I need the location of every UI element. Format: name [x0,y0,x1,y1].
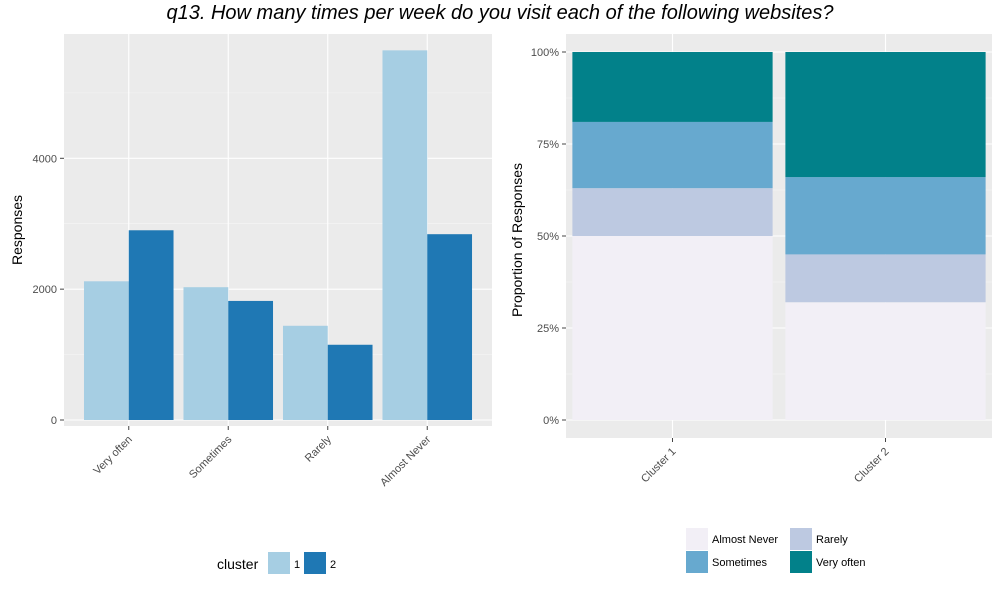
legend-label: 2 [330,559,336,571]
legend-title: cluster [217,556,259,572]
legend-label: Sometimes [712,557,768,569]
legend-swatch [686,528,708,550]
bar-segment-rarely [572,188,773,236]
y-tick-label: 50% [537,231,559,243]
legend-swatch [790,551,812,573]
legend-swatch [268,552,290,574]
y-tick-label: 75% [537,139,559,151]
bar-segment-almost-never [572,236,773,420]
x-tick-label: Very often [91,434,135,478]
bar-segment-sometimes [785,177,986,255]
legend-swatch [686,551,708,573]
y-axis-label: Proportion of Responses [509,163,525,317]
y-tick-label: 0% [543,415,559,427]
y-tick-label: 0 [51,415,57,427]
bar-cluster1 [382,50,428,421]
bar-cluster2 [228,300,274,420]
bar-segment-almost-never [785,302,986,420]
bar-cluster1 [83,281,129,420]
legend-label: 1 [294,559,300,571]
bar-cluster2 [427,234,473,420]
legend-label: Very often [816,557,866,569]
legend-label: Rarely [816,534,848,546]
x-tick-label: Sometimes [187,433,235,481]
legend-label: Almost Never [712,534,778,546]
x-tick-label: Rarely [303,433,334,464]
proportion-stacked-bar-chart: 0% 25% 50% 75% 100% Cluster 1 Cluster 2 Proport… [509,34,992,573]
legend-swatch [790,528,812,550]
y-axis-label: Responses [9,195,25,265]
bar-cluster2 [327,344,373,420]
responses-bar-chart: 0 2000 4000 Very often Sometimes Rarely Almost… [9,34,492,574]
y-tick-label: 2000 [33,284,57,296]
x-tick-label: Almost Never [378,433,433,488]
x-tick-label: Cluster 1 [639,446,679,486]
legend-swatch [304,552,326,574]
y-tick-label: 100% [531,47,559,59]
bar-segment-very-often [572,52,773,122]
x-tick-label: Cluster 2 [852,446,892,486]
y-tick-label: 25% [537,323,559,335]
bar-cluster1 [183,287,229,420]
y-tick-label: 4000 [33,153,57,165]
bar-segment-very-often [785,52,986,178]
chart-title: q13. How many times per week do you visi… [166,2,834,24]
bar-cluster2 [128,230,174,420]
bar-segment-rarely [785,254,986,303]
bar-cluster1 [282,325,328,420]
bar-segment-sometimes [572,121,773,189]
